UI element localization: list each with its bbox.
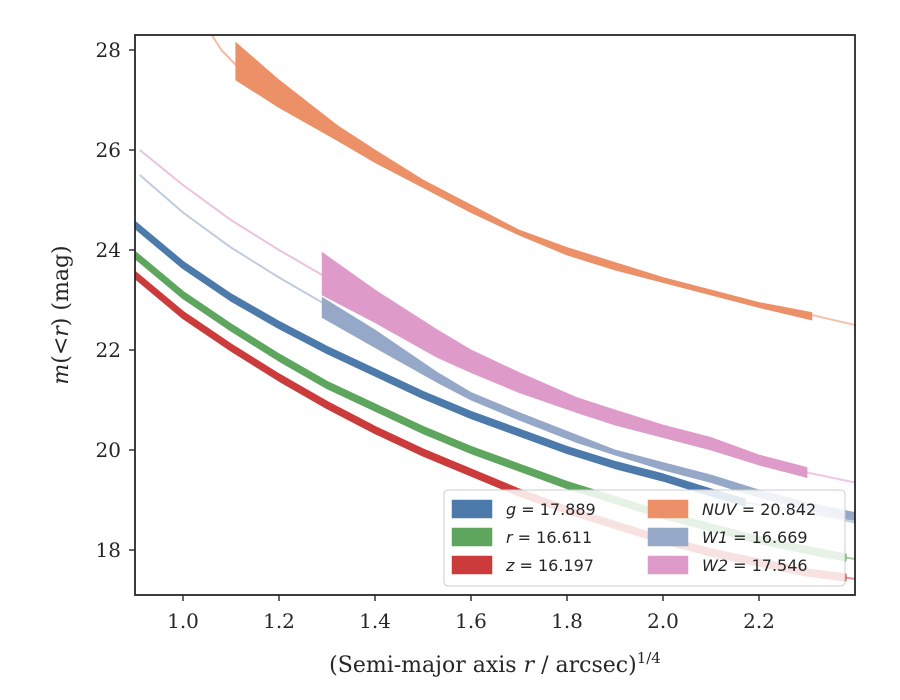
legend-swatch-NUV [647, 499, 689, 519]
y-tick-label: 20 [96, 438, 121, 462]
x-axis-label: (Semi-major axis r / arcsec)1/4 [329, 649, 661, 678]
legend-swatch-W1 [647, 527, 689, 547]
y-tick-label: 22 [96, 338, 121, 362]
x-tick-label: 1.6 [455, 609, 487, 633]
y-tick-label: 24 [96, 238, 121, 262]
legend-label-W1: W1 = 16.669 [702, 528, 808, 547]
legend-label-W2: W2 = 17.546 [702, 556, 808, 575]
legend-swatch-g [451, 499, 493, 519]
series-W2-extension [806, 471, 855, 484]
y-tick-label: 26 [96, 138, 121, 162]
legend-label-r: r = 16.611 [506, 528, 592, 547]
legend-label-g: g = 17.889 [506, 500, 596, 519]
y-axis-label: m(<r) (mag) [49, 245, 74, 384]
x-tick-label: 2.0 [647, 609, 679, 633]
y-tick-label: 18 [96, 538, 121, 562]
legend-box [443, 489, 846, 587]
x-tick-label: 1.4 [359, 609, 391, 633]
series-NUV-band [235, 42, 813, 321]
legend-swatch-r [451, 527, 493, 547]
axis-ticks: 1.0 1.2 1.4 1.6 1.8 2.0 2.2 18 20 22 24 26 28 [96, 38, 775, 633]
series-r-extension [845, 556, 855, 560]
legend-swatch-z [451, 555, 493, 575]
x-tick-label: 1.8 [551, 609, 583, 633]
series-W1-inner-extension [139, 174, 323, 304]
series-z-extension [845, 576, 855, 580]
plot-frame [134, 34, 856, 596]
x-tick-label: 1.2 [263, 609, 295, 633]
legend-label-z: z = 16.197 [505, 556, 594, 575]
y-tick-label: 28 [96, 38, 121, 62]
series-W1-band [321, 297, 855, 521]
series-NUV-inner-extension [210, 35, 237, 66]
series-NUV-extension [811, 314, 855, 326]
legend-swatch-W2 [647, 555, 689, 575]
x-tick-label: 1.0 [167, 609, 199, 633]
x-tick-label: 2.2 [743, 609, 775, 633]
legend: g = 17.889 r = 16.611 z = 16.197 NUV = 20.8… [443, 489, 846, 587]
legend-label-NUV: NUV = 20.842 [702, 500, 816, 519]
series-W2-inner-extension [139, 149, 323, 276]
series-W2-band [321, 252, 808, 478]
